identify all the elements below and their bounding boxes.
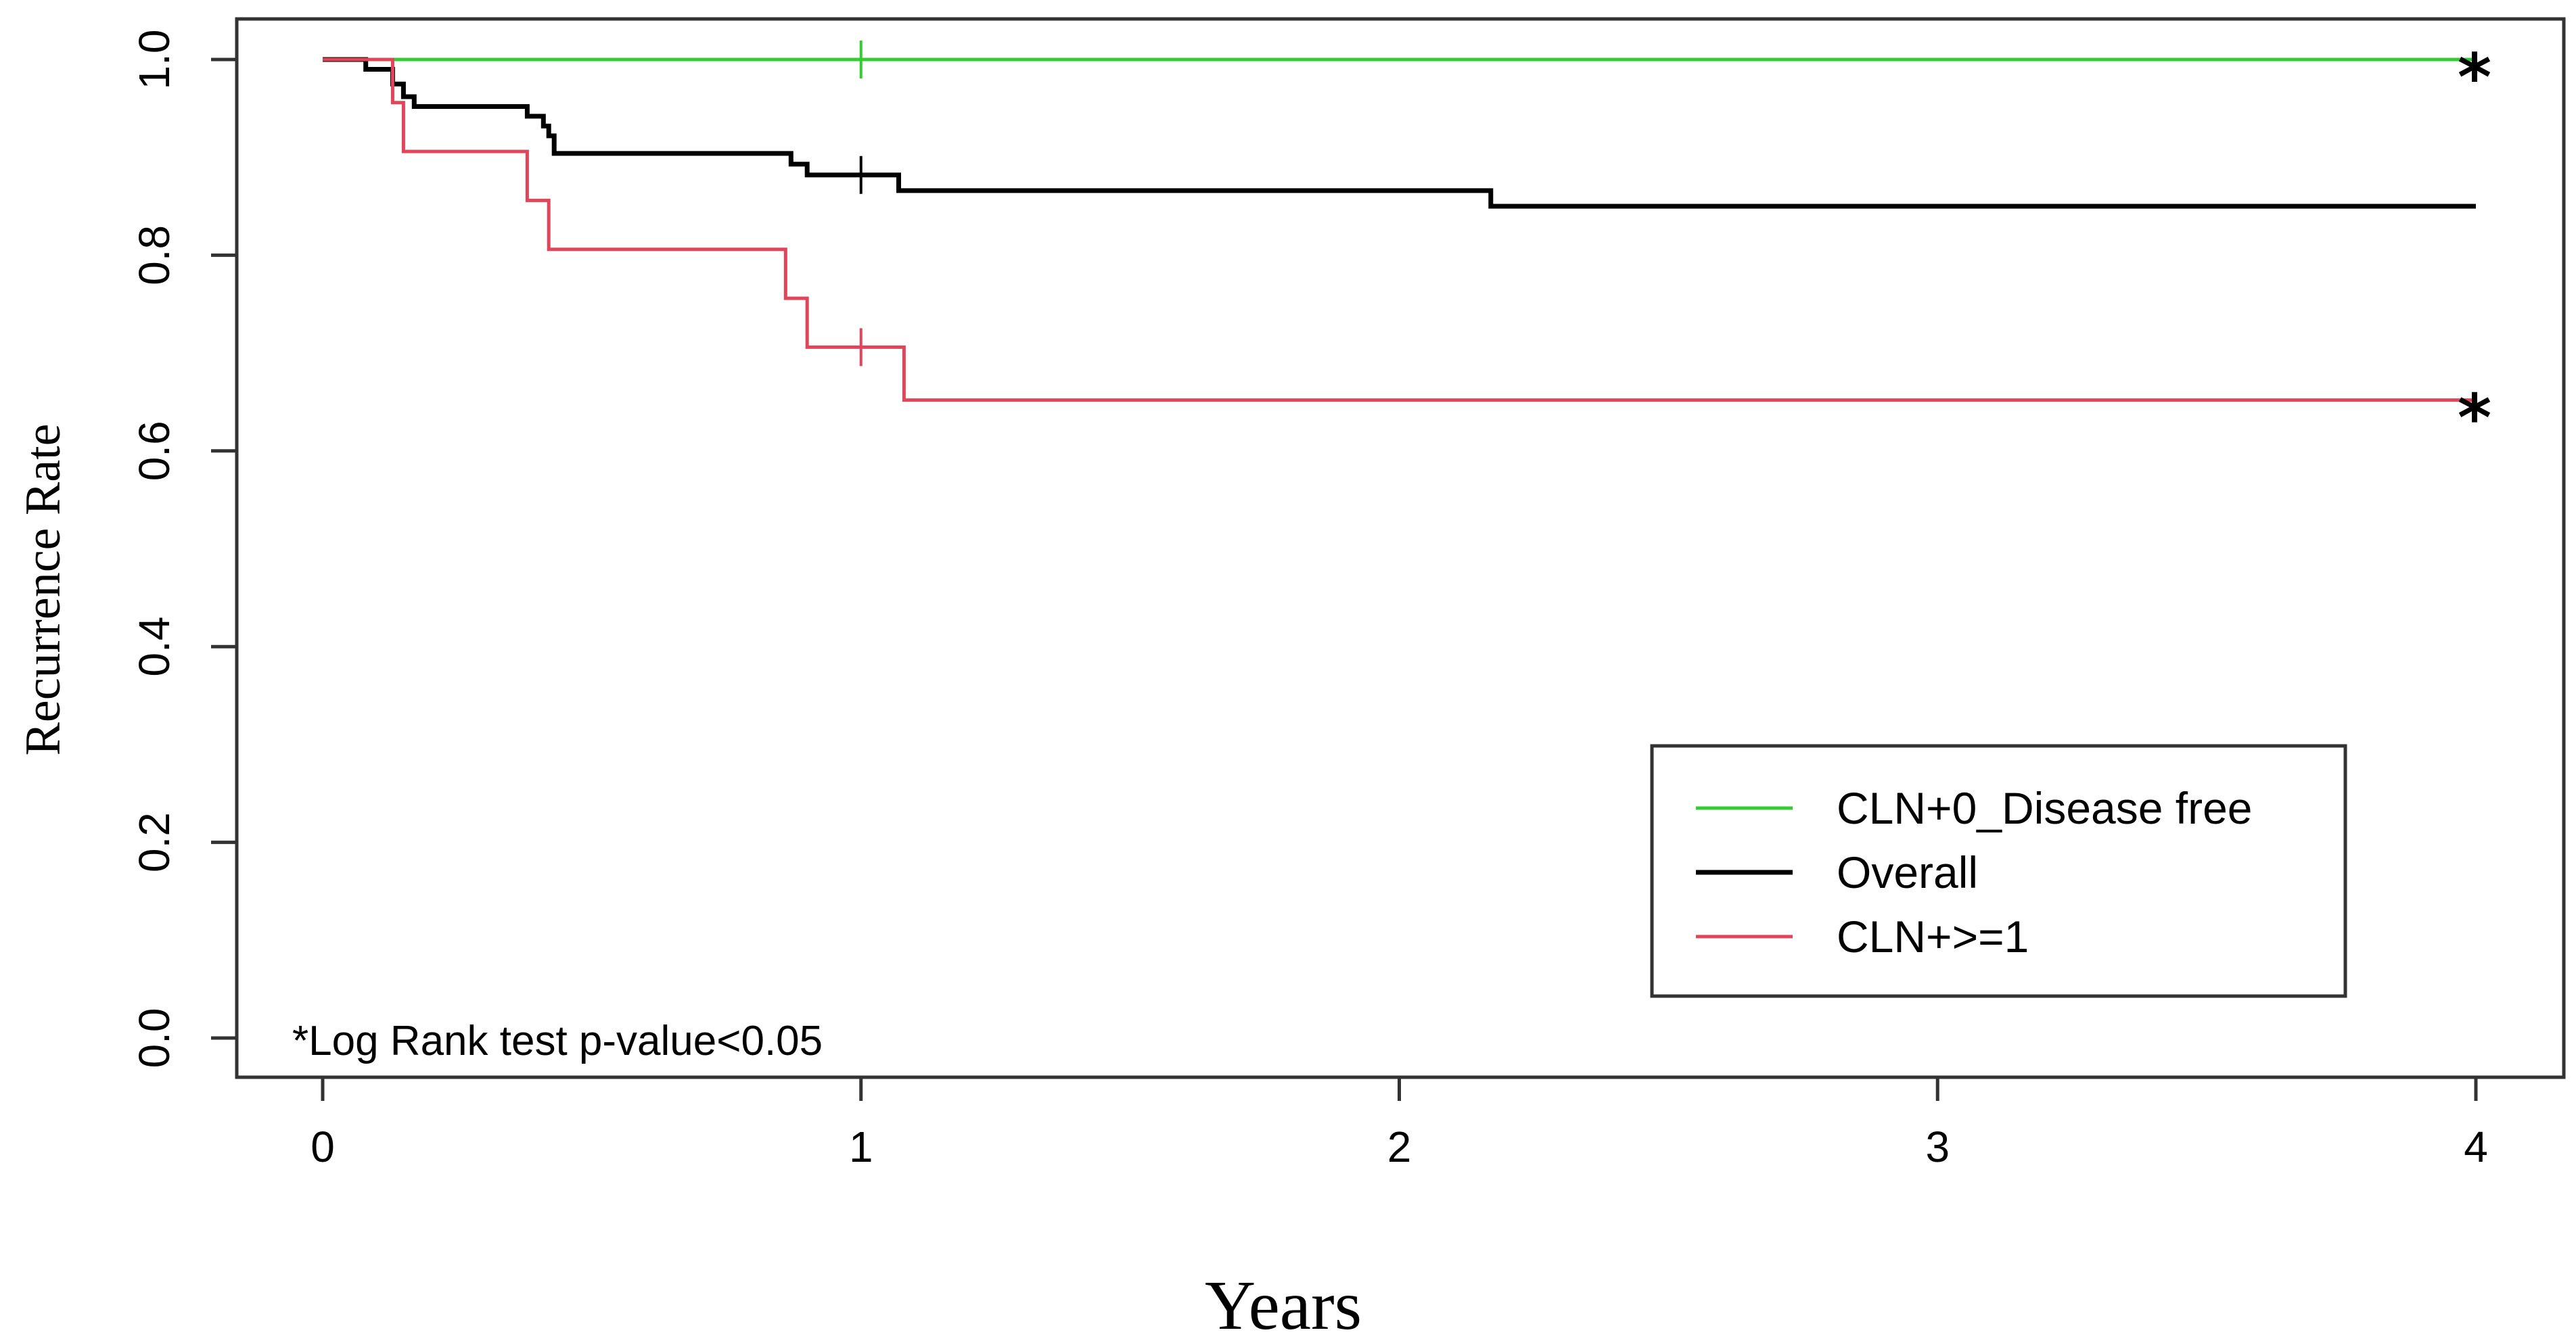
y-axis: 0.0 0.2 0.4 0.6 0.8 1.0 [130,30,237,1068]
y-tick-label: 0.8 [130,225,179,285]
x-tick-label: 2 [1387,1123,1412,1171]
y-tick-label: 1.0 [130,30,179,90]
x-tick-label: 4 [2464,1123,2488,1171]
significance-markers: ** [2458,40,2491,456]
series-lines [323,57,2476,402]
x-axis-title: Years [1205,1267,1362,1343]
x-tick-label: 0 [310,1123,335,1171]
series-line-1 [323,57,2476,209]
significance-star: * [2458,381,2491,456]
legend-items: CLN+0_Disease free Overall CLN+>=1 [1696,783,2253,962]
y-tick-label: 0.2 [130,812,179,872]
x-axis: 0 1 2 3 4 [310,1077,2488,1171]
significance-star: * [2458,40,2491,116]
y-tick-label: 0.4 [130,617,179,677]
legend-label: CLN+0_Disease free [1837,783,2253,833]
log-rank-annotation: *Log Rank test p-value<0.05 [292,1018,823,1064]
x-tick-label: 1 [849,1123,873,1171]
y-axis-title: Recurrence Rate [16,424,71,756]
legend-label: CLN+>=1 [1837,912,2029,962]
y-tick-label: 0.6 [130,421,179,481]
y-tick-label: 0.0 [130,1008,179,1068]
legend-label: Overall [1837,847,1978,897]
x-tick-label: 3 [1925,1123,1950,1171]
legend: CLN+0_Disease free Overall CLN+>=1 [1650,744,2347,998]
series-line-2 [323,57,2476,402]
